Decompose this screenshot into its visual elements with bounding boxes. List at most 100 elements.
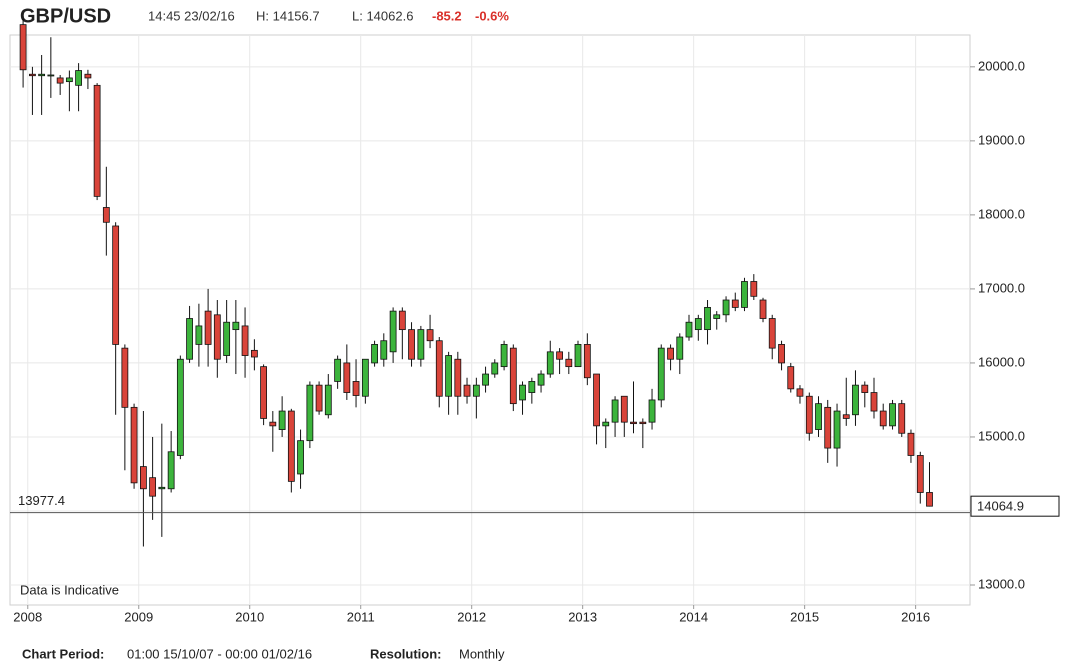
chart-title: GBP/USD <box>20 5 111 27</box>
candle-body <box>140 466 147 490</box>
candle-body <box>232 321 240 331</box>
candle-body <box>768 318 776 349</box>
x-tick-label: 2015 <box>790 609 819 624</box>
candle-body <box>463 384 471 397</box>
low-label: L: 14062.6 <box>352 8 413 23</box>
x-tick-label: 2012 <box>457 609 486 624</box>
candle-body <box>583 344 591 379</box>
candle-body <box>482 373 489 386</box>
candle-body <box>361 358 369 397</box>
candle-body <box>19 24 27 71</box>
plot-area: 13000.014000.015000.016000.017000.018000… <box>9 18 1060 624</box>
candle-body <box>195 325 203 345</box>
x-tick-label: 2008 <box>13 609 42 624</box>
footer-resolution: Monthly <box>459 646 505 661</box>
candle-body <box>380 340 388 360</box>
candle-body <box>741 281 748 308</box>
candle-body <box>824 406 832 449</box>
candle-body <box>149 477 157 497</box>
candle-body <box>537 373 545 386</box>
candle-body <box>269 421 277 427</box>
candle-body <box>722 299 730 316</box>
candle-body <box>602 421 610 427</box>
candle-body <box>713 314 721 319</box>
candle-body <box>546 351 554 375</box>
candle-body <box>334 358 342 382</box>
candle-body <box>778 344 785 364</box>
y-tick-label: 19000.0 <box>978 132 1025 147</box>
x-tick-label: 2014 <box>679 609 708 624</box>
candle-body <box>408 329 415 360</box>
candle-body <box>916 455 924 493</box>
candle-body <box>528 381 536 393</box>
timestamp: 14:45 23/02/16 <box>148 8 235 23</box>
candle-body <box>611 399 619 423</box>
candle-body <box>93 84 101 197</box>
candle-body <box>519 384 526 401</box>
candle-body <box>657 347 665 401</box>
candle-body <box>426 329 434 342</box>
change: -85.2 <box>432 8 462 23</box>
candle-body <box>556 351 563 360</box>
candle-body <box>250 349 258 358</box>
candle-body <box>750 281 758 297</box>
candle-body <box>667 347 674 360</box>
candle-body <box>898 403 906 434</box>
candle-body <box>75 70 82 86</box>
y-tick-label: 16000.0 <box>978 354 1025 369</box>
candle-body <box>112 225 120 345</box>
candle-body <box>65 77 73 83</box>
candle-body <box>620 395 628 423</box>
candle-body <box>343 362 351 393</box>
candle-body <box>260 366 267 419</box>
candle-body <box>593 373 600 427</box>
candle-body <box>56 77 64 84</box>
candle-body <box>297 440 304 475</box>
candle-body <box>796 388 804 397</box>
candle-body <box>130 406 138 484</box>
candle-body <box>648 399 656 423</box>
candle-body <box>445 355 453 397</box>
candle-body <box>315 384 323 412</box>
candle-body <box>565 358 573 368</box>
candle-body <box>204 310 212 345</box>
candle-body <box>287 410 295 482</box>
candle-body <box>241 325 249 356</box>
y-tick-label: 20000.0 <box>978 58 1025 73</box>
x-tick-label: 2013 <box>568 609 597 624</box>
candle-body <box>805 395 813 434</box>
last-price-box <box>970 495 1060 517</box>
candle-body <box>787 366 795 390</box>
candle-body <box>454 358 462 397</box>
candle-body <box>833 410 841 449</box>
annotation: Data is Indicative <box>20 582 119 597</box>
x-tick-label: 2010 <box>235 609 264 624</box>
reference-label: 13977.4 <box>18 493 65 508</box>
x-tick-label: 2016 <box>901 609 930 624</box>
candle-body <box>926 492 933 507</box>
plot-border <box>9 34 971 606</box>
candle-body <box>472 384 480 397</box>
candle-body <box>676 336 684 360</box>
footer-label: Chart Period: <box>22 646 104 661</box>
footer-period: 01:00 15/10/07 - 00:00 01/02/16 <box>127 646 312 661</box>
footer-label: Resolution: <box>370 646 442 661</box>
candle-body <box>694 318 702 331</box>
candle-body <box>842 414 850 419</box>
y-tick-label: 15000.0 <box>978 428 1025 443</box>
candle-body <box>398 310 406 331</box>
candle-body <box>213 314 221 360</box>
candle-body <box>435 340 443 397</box>
candle-body <box>176 358 184 456</box>
candle-body <box>102 207 110 223</box>
x-tick-label: 2009 <box>124 609 153 624</box>
y-tick-label: 13000.0 <box>978 576 1025 591</box>
candle-body <box>158 486 166 490</box>
candle-body <box>870 392 878 412</box>
high-label: H: 14156.7 <box>256 8 320 23</box>
candle-body <box>121 347 129 408</box>
y-tick-label: 18000.0 <box>978 206 1025 221</box>
candle-body <box>509 347 517 405</box>
